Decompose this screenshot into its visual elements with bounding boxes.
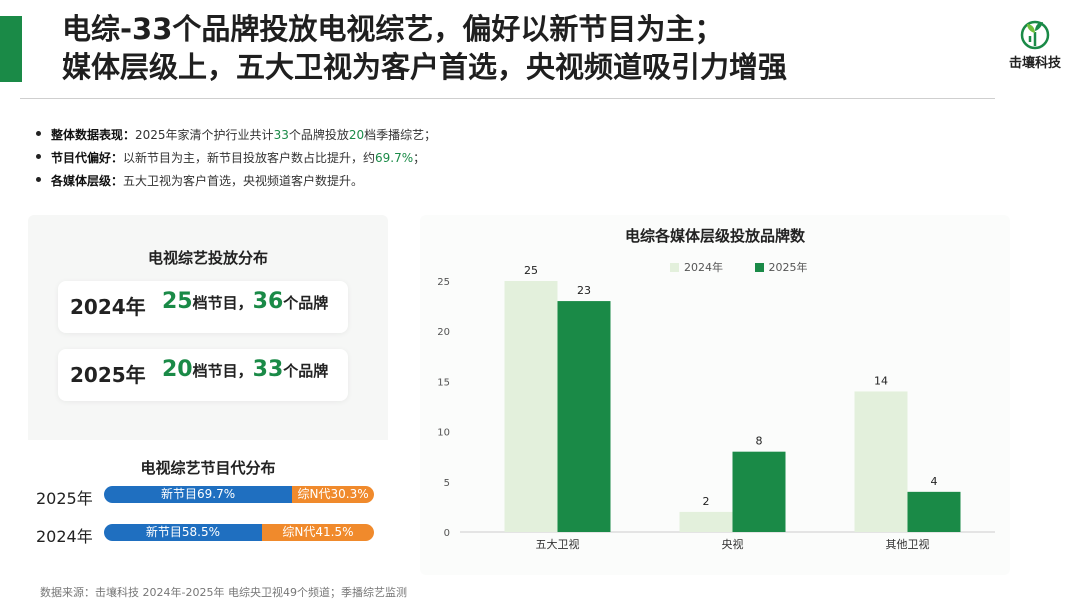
bullet-label: 各媒体层级：	[51, 174, 124, 188]
bar-2025年-五大卫视	[557, 301, 611, 532]
bullet-highlight: 20	[348, 128, 365, 142]
bar-2024年-央视	[679, 511, 733, 532]
legend-swatch	[754, 262, 764, 272]
legend-item-2025: 2025年	[754, 261, 808, 274]
legend-item-2024: 2024年	[670, 261, 723, 274]
summary-bullet: 整体数据表现：2025年家清个护行业共计33个品牌投放20档季播综艺；	[36, 124, 436, 147]
new-program-segment: 新节目58.5%	[104, 524, 262, 541]
generation-title: 电视综艺节目代分布	[140, 459, 276, 477]
title-line-2: 媒体层级上，五大卫视为客户首选，央视频道吸引力增强	[62, 50, 788, 84]
bullet-dot-icon	[36, 177, 41, 182]
accent-bar	[0, 16, 22, 82]
bullet-highlight: 33	[273, 128, 289, 142]
legend-label: 2024年	[684, 261, 723, 274]
brand-count: 36	[252, 289, 284, 314]
program-unit: 档节目，	[192, 362, 253, 380]
generation-year-2024: 2024年	[36, 527, 93, 546]
y-tick-label: 25	[437, 277, 450, 288]
program-unit: 档节目，	[192, 294, 253, 312]
brand-unit: 个品牌	[283, 362, 329, 380]
bar-2025年-央视	[732, 451, 786, 532]
generation-panel	[28, 440, 388, 575]
distribution-card-2025: 2025年 20档节目，33个品牌	[58, 349, 348, 401]
bullet-text: 五大卫视为客户首选，央视频道客户数提升。	[123, 174, 364, 188]
title-line-1: 电综-33个品牌投放电视综艺，偏好以新节目为主；	[62, 12, 724, 46]
bullet-dot-icon	[36, 131, 41, 136]
legend-swatch	[670, 262, 679, 272]
x-tick-label: 五大卫视	[536, 537, 580, 551]
x-tick-label: 央视	[722, 537, 744, 551]
y-tick-label: 20	[437, 327, 450, 338]
bar-2025年-其他卫视	[907, 491, 961, 532]
bullet-highlight: 69.7%	[375, 151, 414, 165]
new-program-segment: 新节目69.7%	[104, 486, 293, 503]
bar-value-label: 4	[931, 475, 938, 488]
program-count: 25	[162, 289, 193, 314]
title-divider	[20, 98, 995, 99]
card-body: 25档节目，36个品牌	[162, 289, 328, 314]
summary-bullets: 整体数据表现：2025年家清个护行业共计33个品牌投放20档季播综艺； 节目代偏好…	[36, 124, 436, 193]
sequel-segment: 综N代30.3%	[292, 486, 374, 503]
bullet-text: 个品牌投放	[288, 128, 349, 142]
logo: 击壤科技	[995, 18, 1075, 78]
summary-bullet: 节目代偏好：以新节目为主，新节目投放客户数占比提升，约69.7%；	[36, 147, 436, 170]
left-panel: 电视综艺投放分布 2024年 25档节目，36个品牌 2025年 20档节目，3…	[28, 215, 388, 575]
bullet-text: ；	[413, 151, 426, 165]
bullet-dot-icon	[36, 154, 41, 159]
logo-text: 击壤科技	[1008, 56, 1061, 71]
bar-2024年-其他卫视	[854, 391, 908, 532]
generation-bar-2024: 新节目58.5% 综N代41.5%	[104, 524, 374, 541]
bullet-label: 整体数据表现：	[51, 128, 136, 142]
chart-panel: 电综各媒体层级投放品牌数 2024年 2025年 0 5 10 15 20 25 25 23 五…	[420, 215, 1010, 575]
legend-label: 2025年	[768, 261, 808, 274]
bar-value-label: 23	[577, 284, 591, 297]
brand-count: 33	[252, 357, 284, 382]
bullet-text: 以新节目为主，新节目投放客户数占比提升，约	[123, 151, 376, 165]
chart-title: 电综各媒体层级投放品牌数	[624, 227, 805, 245]
summary-bullet: 各媒体层级：五大卫视为客户首选，央视频道客户数提升。	[36, 170, 436, 193]
bar-value-label: 14	[874, 374, 888, 387]
distribution-card-2024: 2024年 25档节目，36个品牌	[58, 281, 348, 333]
x-tick-label: 其他卫视	[886, 537, 930, 551]
y-tick-label: 5	[444, 478, 450, 489]
bar-2024年-五大卫视	[504, 281, 558, 532]
generation-bar-2025: 新节目69.7% 综N代30.3%	[104, 486, 374, 503]
tv-distribution-title: 电视综艺投放分布	[147, 249, 268, 267]
sequel-segment: 综N代41.5%	[261, 524, 374, 541]
y-tick-label: 15	[437, 377, 450, 388]
bullet-text: 2025年家清个护行业共计	[135, 128, 274, 142]
bar-value-label: 2	[703, 495, 710, 508]
page-title: 电综-33个品牌投放电视综艺，偏好以新节目为主； 媒体层级上，五大卫视为客户首选…	[62, 10, 962, 86]
y-tick-label: 10	[437, 428, 450, 439]
bullet-text: 档季播综艺；	[364, 128, 437, 142]
y-tick-label: 0	[444, 528, 450, 539]
program-count: 20	[162, 357, 193, 382]
card-year: 2025年	[70, 363, 146, 387]
card-year: 2024年	[70, 295, 146, 319]
chart-legend: 2024年 2025年	[670, 259, 836, 275]
data-source: 数据来源：击壤科技 2024年-2025年 电综央卫视49个频道；季播综艺监测	[40, 586, 407, 599]
bar-chart: 0 5 10 15 20 25 25 23 五大卫视 2 8 央视 14 4 其他卫视	[437, 264, 995, 551]
bar-value-label: 8	[756, 435, 763, 448]
bar-value-label: 25	[524, 264, 538, 277]
brand-unit: 个品牌	[283, 294, 329, 312]
card-body: 20档节目，33个品牌	[162, 357, 328, 382]
bullet-label: 节目代偏好：	[51, 151, 124, 165]
generation-year-2025: 2025年	[36, 489, 93, 508]
sprout-logo-icon	[1020, 20, 1050, 50]
